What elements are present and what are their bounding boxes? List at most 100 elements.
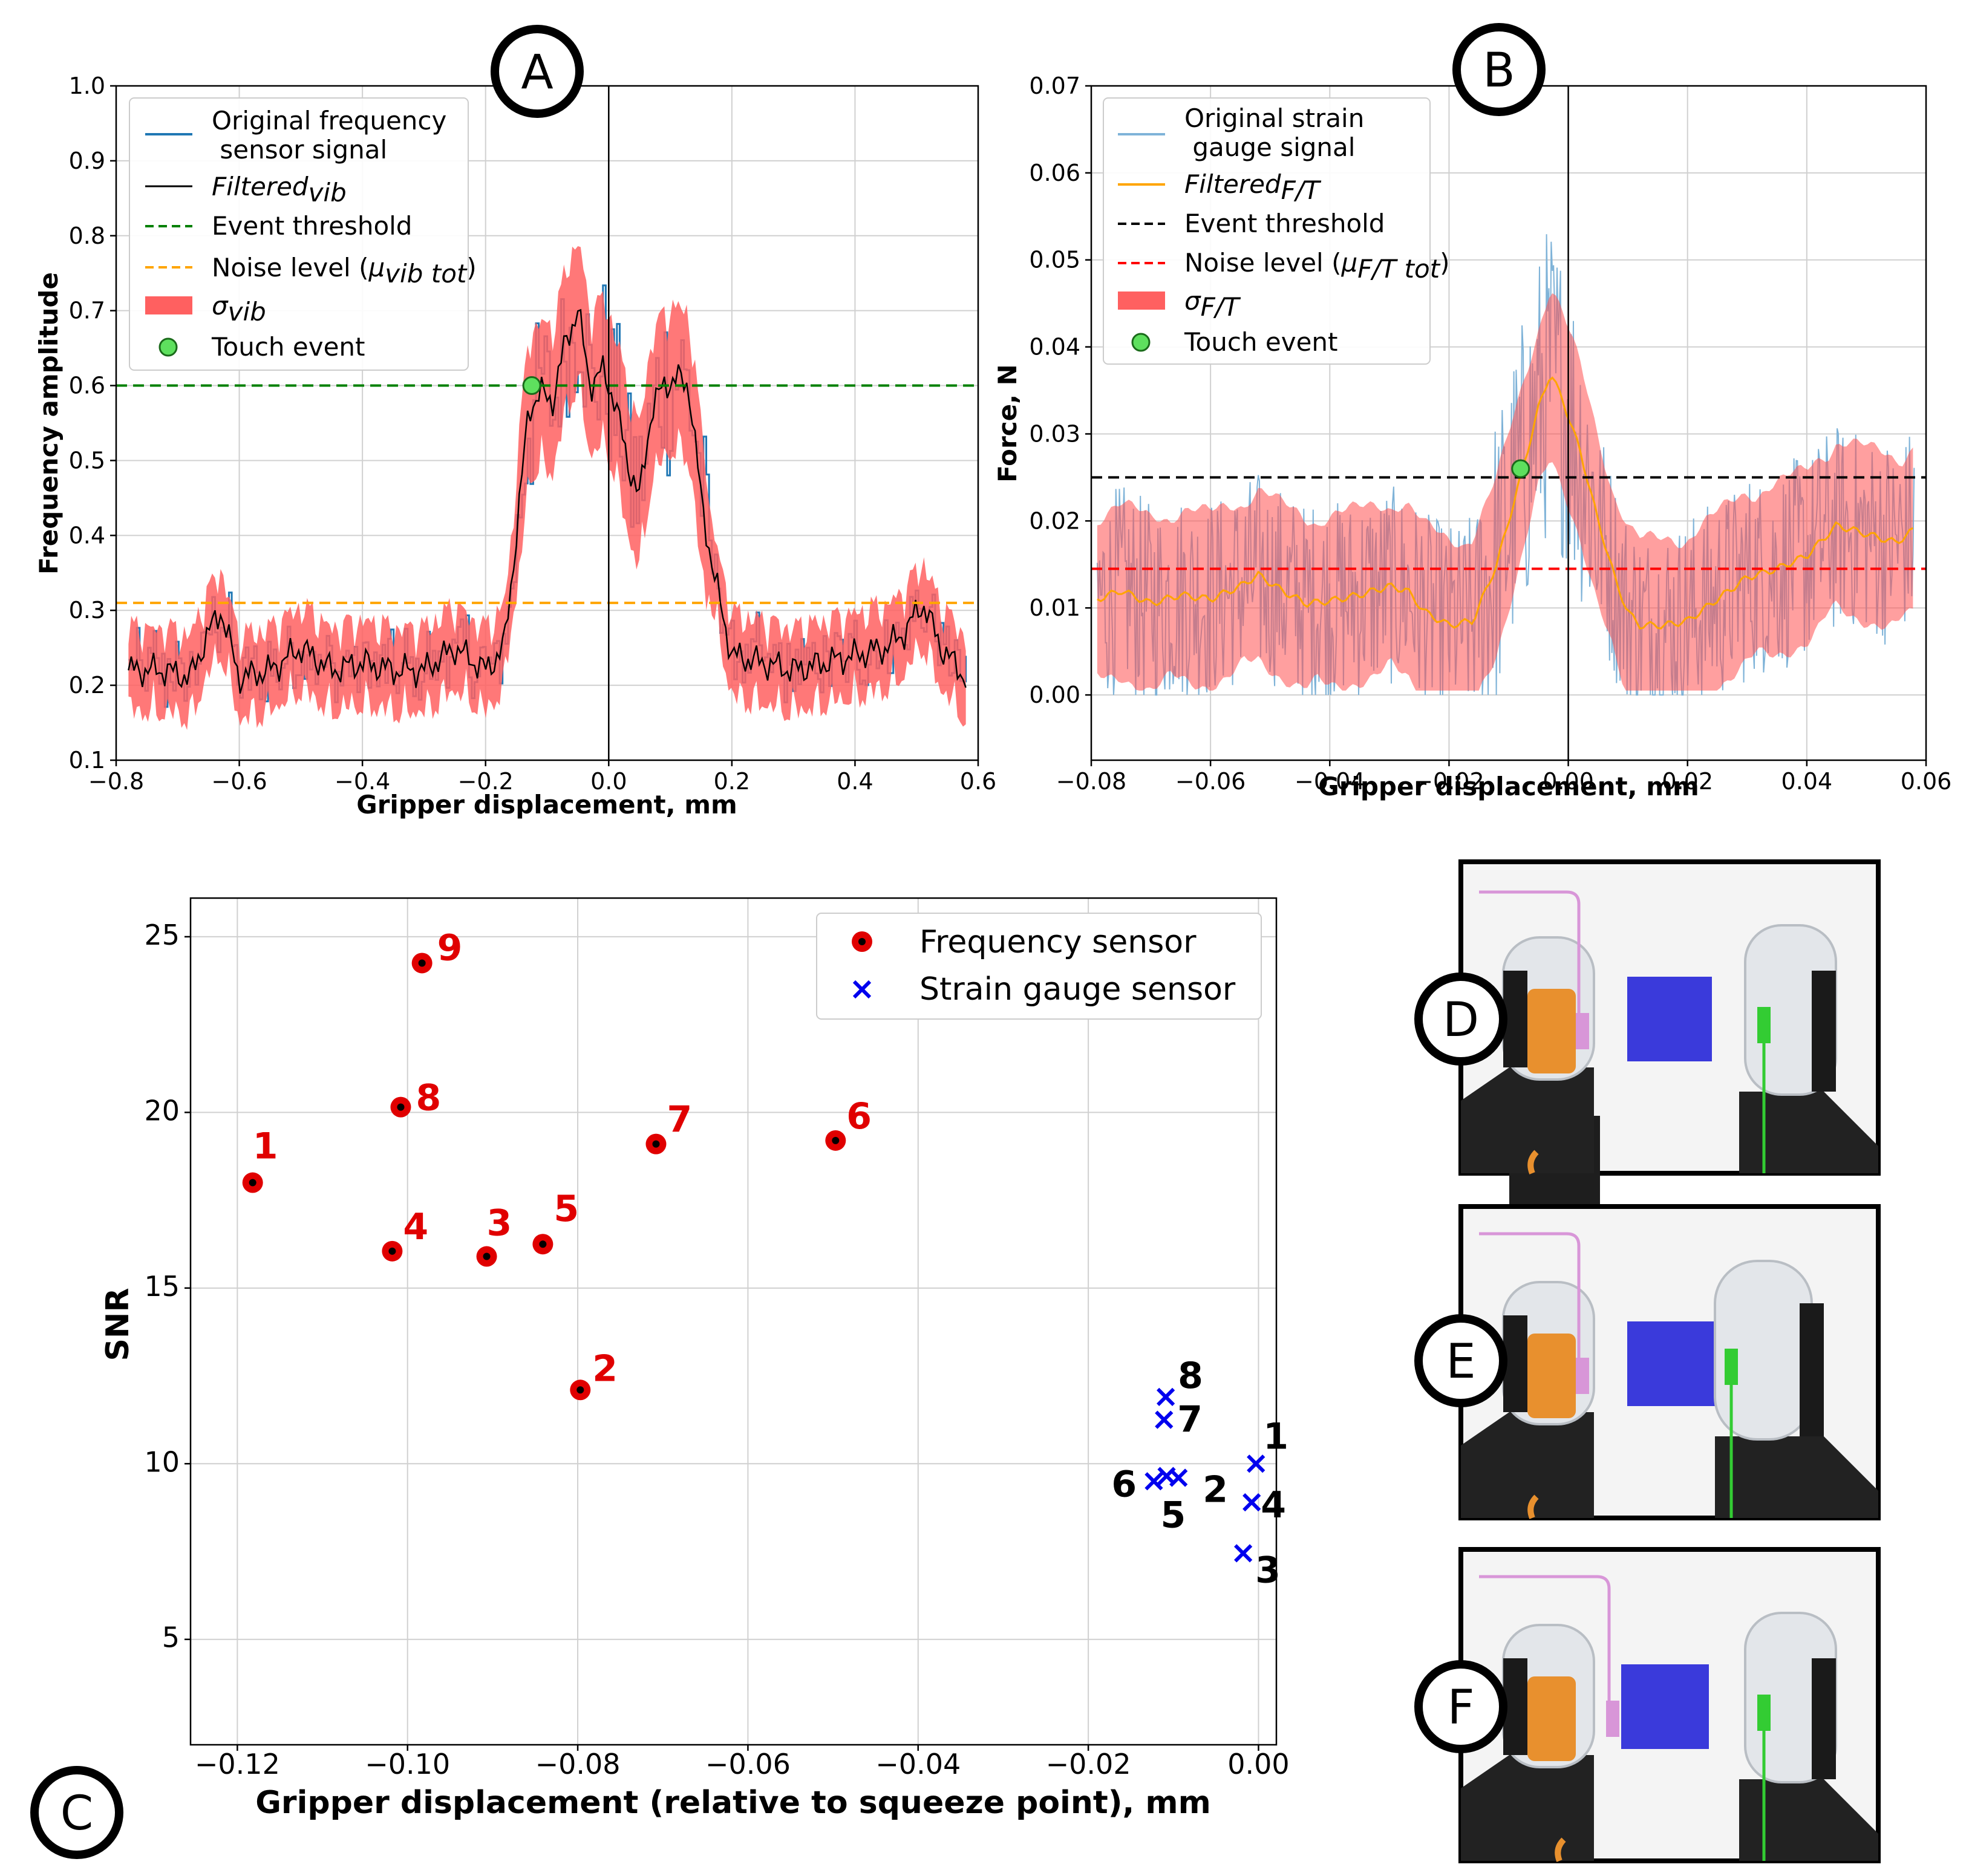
frequency-sensor-point-core [576, 1386, 584, 1394]
panel-c-xlabel: Gripper displacement (relative to squeez… [255, 1785, 1211, 1821]
panel-d-badge: D [1443, 993, 1479, 1047]
block-object [1627, 977, 1712, 1061]
panel-c-frame [189, 897, 1278, 1746]
panel-b-ytick-label: 0.04 [1029, 334, 1080, 360]
panel-b-xtick-label: 0.06 [1901, 768, 1952, 795]
panel-a-ytick-label: 0.4 [69, 522, 105, 549]
strain-gauge-point-label: 2 [1203, 1469, 1228, 1511]
panel-b-xtick-label: −0.04 [1295, 768, 1365, 795]
panel-a: −0.8 −0.6 −0.4 −0.2 0.0 0.2 0.4 0.6 0.1 0.2 0.3 0.4… [34, 25, 997, 819]
panel-c-xtick-label: −0.06 [705, 1748, 791, 1780]
panel-a-legend-noise: Noise level (μvib tot) [212, 253, 477, 288]
panel-c-xtick-label: −0.04 [875, 1748, 961, 1780]
frequency-sensor-point-core [397, 1103, 405, 1111]
frequency-sensor-point-core [388, 1247, 396, 1255]
panel-b-xtick-label: 0.02 [1662, 768, 1713, 795]
panel-a-xtick-label: 0.2 [714, 768, 750, 795]
frequency-sensor-point-core [483, 1252, 491, 1260]
panel-d: D [1414, 859, 1881, 1225]
frequency-sensor-point-label: 6 [846, 1095, 872, 1138]
panel-b-ylabel: Force, N [993, 364, 1022, 483]
gripper-right [1714, 1260, 1878, 1518]
strain-gauge-point-label: 4 [1261, 1484, 1286, 1526]
panel-a-legend-sigma: σvib [212, 291, 266, 327]
panel-a-sigma-band [128, 246, 966, 731]
strain-gauge-point [1145, 1472, 1163, 1491]
frequency-sensor-point-label: 4 [403, 1206, 428, 1248]
block-object [1621, 1664, 1709, 1749]
panel-a-ytick-label: 0.2 [69, 672, 105, 699]
panel-c-ytick-label: 5 [162, 1621, 180, 1654]
panel-a-xtick-label: −0.2 [458, 768, 514, 795]
panel-b-legend: Original strain gauge signal FilteredF/T… [1103, 97, 1450, 365]
panel-c-badge: C [30, 1766, 123, 1859]
strain-gauge-point-label: 7 [1177, 1399, 1203, 1441]
panel-a-xtick-label: 0.6 [960, 768, 996, 795]
panel-a-filtered-line [128, 308, 967, 694]
strain-gauge-point [1234, 1544, 1253, 1563]
panel-b-sigma-band [1097, 293, 1913, 691]
panel-b-xtick-label: −0.08 [1056, 768, 1126, 795]
strain-gauge-point-label: 8 [1178, 1355, 1203, 1397]
panel-c-xtick-label: −0.12 [195, 1748, 280, 1780]
strain-gauge-point-label: 5 [1161, 1494, 1186, 1537]
panel-a-ytick-label: 0.3 [69, 597, 105, 624]
gripper-right [1739, 1612, 1878, 1861]
frequency-sensor-point-label: 9 [437, 927, 463, 969]
strain-gauge-point-label: 6 [1111, 1463, 1137, 1505]
panel-a-xtick-label: 0.0 [590, 768, 627, 795]
gripper-right [1739, 924, 1878, 1173]
panel-a-ytick-label: 1.0 [69, 73, 105, 99]
panel-b-legend-threshold: Event threshold [1184, 209, 1385, 238]
frequency-sensor-point-label: 2 [592, 1347, 618, 1390]
panel-b-ytick-label: 0.06 [1029, 160, 1080, 186]
panel-a-badge: A [491, 25, 584, 118]
panel-c-legend-frequency: Frequency sensor [919, 924, 1197, 960]
panel-c-xtick-label: −0.10 [365, 1748, 450, 1780]
panel-a-ytick-label: 0.9 [69, 148, 105, 174]
panel-a-ytick-label: 0.5 [69, 447, 105, 474]
strain-gauge-point [1242, 1493, 1261, 1512]
gripper-left [1461, 1575, 1619, 1862]
panel-b-xtick-label: 0.00 [1543, 768, 1594, 795]
svg-text:B: B [1483, 44, 1515, 98]
panel-b-ytick-label: 0.01 [1029, 594, 1080, 621]
strain-gauge-point [1247, 1454, 1265, 1473]
panel-b-ytick-label: 0.03 [1029, 420, 1080, 447]
panel-b-touch-event-marker [1511, 459, 1530, 478]
strain-gauge-point-label: 1 [1263, 1415, 1288, 1457]
panel-c-xtick-label: −0.08 [535, 1748, 621, 1780]
panel-b-xtick-label: −0.06 [1175, 768, 1246, 795]
panel-b-badge: B [1452, 23, 1546, 116]
panel-a-legend-threshold: Event threshold [212, 211, 412, 241]
panel-b-legend-original-2: gauge signal [1184, 132, 1355, 162]
frequency-sensor-point-core [418, 959, 426, 967]
panel-b-ticks: −0.08 −0.06 −0.04 −0.02 0.00 0.02 0.04 0.06 0.00… [1029, 73, 1951, 795]
panel-b-filtered-line [1097, 376, 1914, 630]
frequency-sensor-point-core [652, 1140, 660, 1148]
panel-a-ticks: −0.8 −0.6 −0.4 −0.2 0.0 0.2 0.4 0.6 0.1 0.2 0.3 0.4… [69, 73, 997, 795]
strain-gauge-point-label: 3 [1255, 1549, 1281, 1591]
panel-c-legend-strain: Strain gauge sensor [919, 971, 1236, 1008]
panel-c-ticks: −0.12 −0.10 −0.08 −0.06 −0.04 −0.02 0.00510152… [144, 919, 1289, 1780]
panel-c-grid [191, 898, 1276, 1745]
panel-a-legend-filtered: Filteredvib [212, 172, 347, 207]
panel-c-ytick-label: 15 [144, 1270, 180, 1303]
panel-a-xtick-label: −0.4 [335, 768, 390, 795]
panel-a-ytick-label: 0.1 [69, 747, 105, 774]
panel-a-legend-touch: Touch event [211, 332, 365, 362]
panel-f-badge: F [1448, 1681, 1475, 1735]
panel-a-legend-original-2: sensor signal [212, 135, 387, 164]
frequency-sensor-point-label: 1 [253, 1125, 278, 1168]
frequency-sensor-point-core [832, 1136, 840, 1144]
strain-gauge-point [1156, 1387, 1175, 1407]
panel-e-badge: E [1446, 1335, 1475, 1389]
block-object [1627, 1321, 1715, 1406]
panel-c: −0.12 −0.10 −0.08 −0.06 −0.04 −0.02 0.00510152… [30, 897, 1290, 1859]
svg-text:C: C [60, 1786, 93, 1841]
frequency-sensor-point-core [539, 1240, 547, 1248]
panel-a-xtick-label: −0.6 [211, 768, 267, 795]
panel-c-xtick-label: 0.00 [1227, 1748, 1289, 1780]
